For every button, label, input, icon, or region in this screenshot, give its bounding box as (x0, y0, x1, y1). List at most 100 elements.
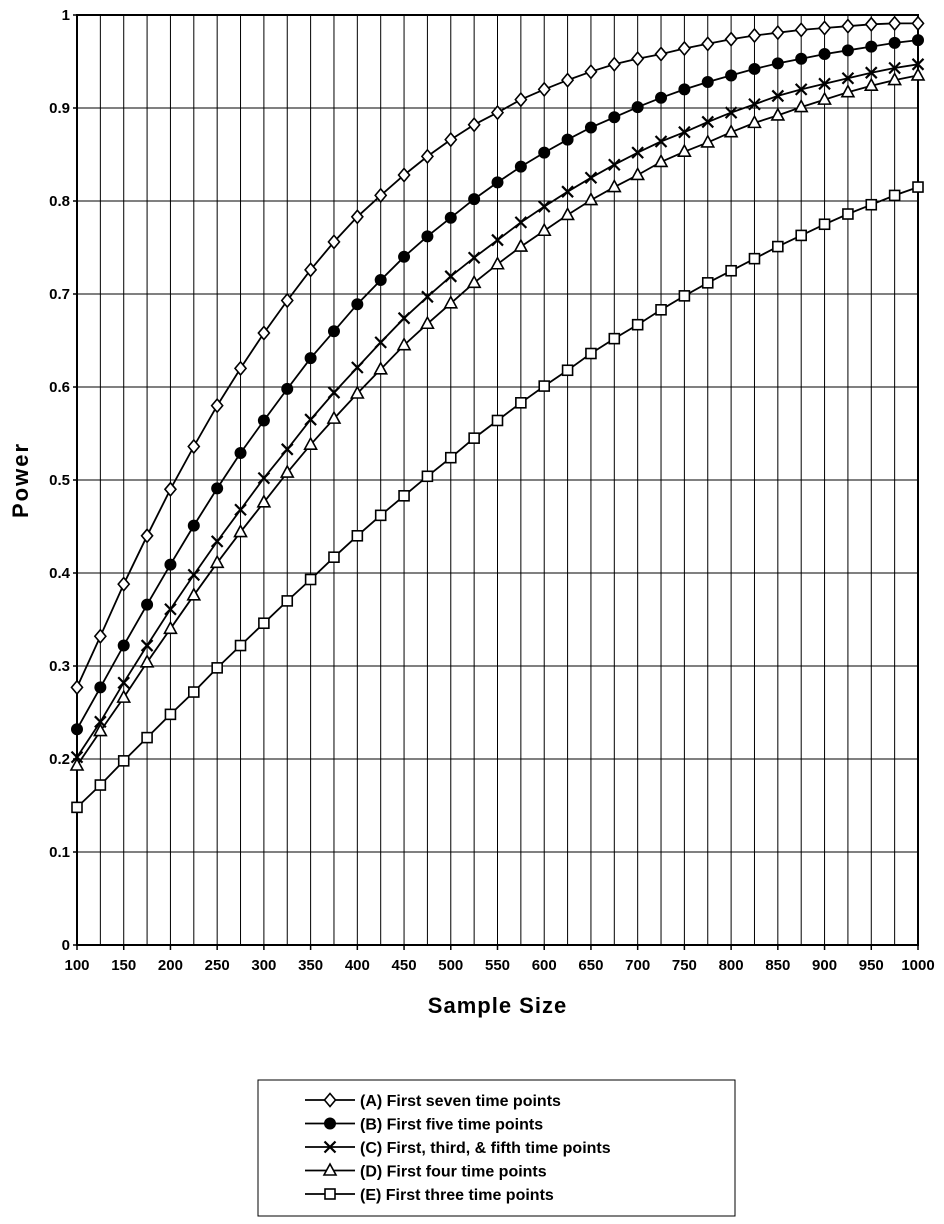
data-point-b (725, 69, 738, 82)
data-point-c (444, 270, 458, 283)
data-point-c (257, 471, 271, 485)
data-point-c (865, 66, 878, 79)
data-point-c (678, 125, 691, 139)
data-point-a (818, 20, 832, 36)
data-point-d (420, 315, 435, 330)
data-point-d (700, 134, 716, 148)
data-point-e (538, 380, 551, 392)
data-point-e (211, 662, 223, 674)
data-point-b (234, 447, 247, 460)
data-point-a (187, 438, 201, 455)
legend-marker (323, 1092, 337, 1108)
legend-item-a: (A) First seven time points (305, 1092, 561, 1110)
legend-item-c: (C) First, third, & fifth time points (305, 1140, 611, 1157)
x-tick-label: 550 (485, 957, 510, 974)
data-point-a (724, 31, 738, 47)
data-point-e (141, 731, 153, 744)
x-tick-label: 900 (812, 957, 837, 974)
data-point-e (795, 229, 807, 242)
data-point-c (701, 115, 715, 129)
grid (77, 15, 918, 945)
data-point-b (164, 558, 177, 571)
data-point-a (701, 36, 715, 52)
data-point-b (795, 52, 808, 65)
legend-label: (D) First four time points (360, 1164, 547, 1181)
data-point-d (560, 206, 575, 221)
data-point-c (888, 61, 901, 75)
data-point-b (281, 382, 294, 395)
legend-marker (324, 1188, 336, 1200)
data-point-c (140, 639, 154, 652)
data-point-b (655, 91, 668, 104)
data-point-d (349, 385, 365, 399)
data-point-c (584, 171, 598, 185)
data-point-d (513, 238, 529, 252)
data-point-c (818, 77, 831, 91)
x-tick-label: 850 (765, 957, 790, 974)
tick-labels: 0 0.1 0.2 0.3 0.4 0.5 0.6 0.7 0.8 0.9 1 100 150 200 25… (49, 7, 935, 974)
data-point-e (655, 304, 667, 316)
data-point-b (865, 40, 878, 53)
data-point-d (817, 91, 832, 105)
data-point-a (794, 22, 808, 38)
data-point-d (326, 410, 342, 424)
data-point-d (653, 153, 669, 168)
data-point-c (608, 158, 621, 172)
data-point-a (771, 24, 785, 41)
data-point-e (374, 509, 387, 522)
data-point-d (233, 523, 248, 538)
series-a (70, 15, 925, 696)
data-point-e (608, 332, 621, 345)
x-tick-label: 800 (719, 957, 744, 974)
data-point-a (163, 481, 177, 498)
data-point-c (654, 135, 668, 148)
data-point-e (842, 208, 854, 220)
series-e (71, 181, 924, 814)
data-point-a (467, 117, 481, 133)
data-point-c (397, 311, 411, 325)
data-point-a (304, 262, 318, 278)
data-point-c (374, 336, 387, 349)
x-tick-label: 350 (298, 957, 323, 974)
data-point-c (631, 146, 644, 159)
data-point-e (234, 639, 247, 652)
data-point-b (888, 36, 901, 49)
data-point-a (561, 72, 575, 88)
data-point-c (841, 71, 855, 85)
data-point-b (538, 146, 551, 159)
x-tick-label: 250 (205, 957, 230, 974)
data-point-e (818, 218, 831, 231)
data-point-a (397, 167, 411, 183)
data-point-b (701, 75, 714, 88)
data-point-b (327, 325, 340, 338)
x-tick-label: 500 (438, 957, 463, 974)
data-point-a (888, 15, 902, 32)
data-point-d (747, 114, 762, 129)
data-point-a (327, 234, 341, 250)
x-tick-label: 100 (64, 957, 89, 974)
data-point-b (374, 274, 387, 287)
data-point-d (630, 166, 646, 181)
x-tick-label: 300 (251, 957, 276, 974)
data-point-e (304, 573, 317, 586)
series-layer (69, 15, 926, 814)
data-point-e (351, 529, 364, 542)
data-point-e (631, 318, 644, 331)
legend-label: (A) First seven time points (360, 1093, 561, 1110)
data-point-a (70, 679, 84, 696)
data-point-a (210, 397, 224, 414)
data-point-e (678, 290, 691, 302)
x-tick-label: 400 (345, 957, 370, 974)
data-point-d (139, 654, 155, 668)
data-point-e (468, 432, 480, 444)
data-point-a (257, 325, 271, 341)
data-point-c (794, 83, 808, 96)
data-point-c (421, 290, 434, 304)
y-tick-label: 0.5 (49, 472, 70, 489)
data-point-c (491, 233, 504, 247)
y-tick-label: 0 (62, 937, 70, 954)
data-point-e (188, 686, 200, 698)
data-point-c (351, 361, 364, 374)
data-point-d (536, 222, 552, 237)
